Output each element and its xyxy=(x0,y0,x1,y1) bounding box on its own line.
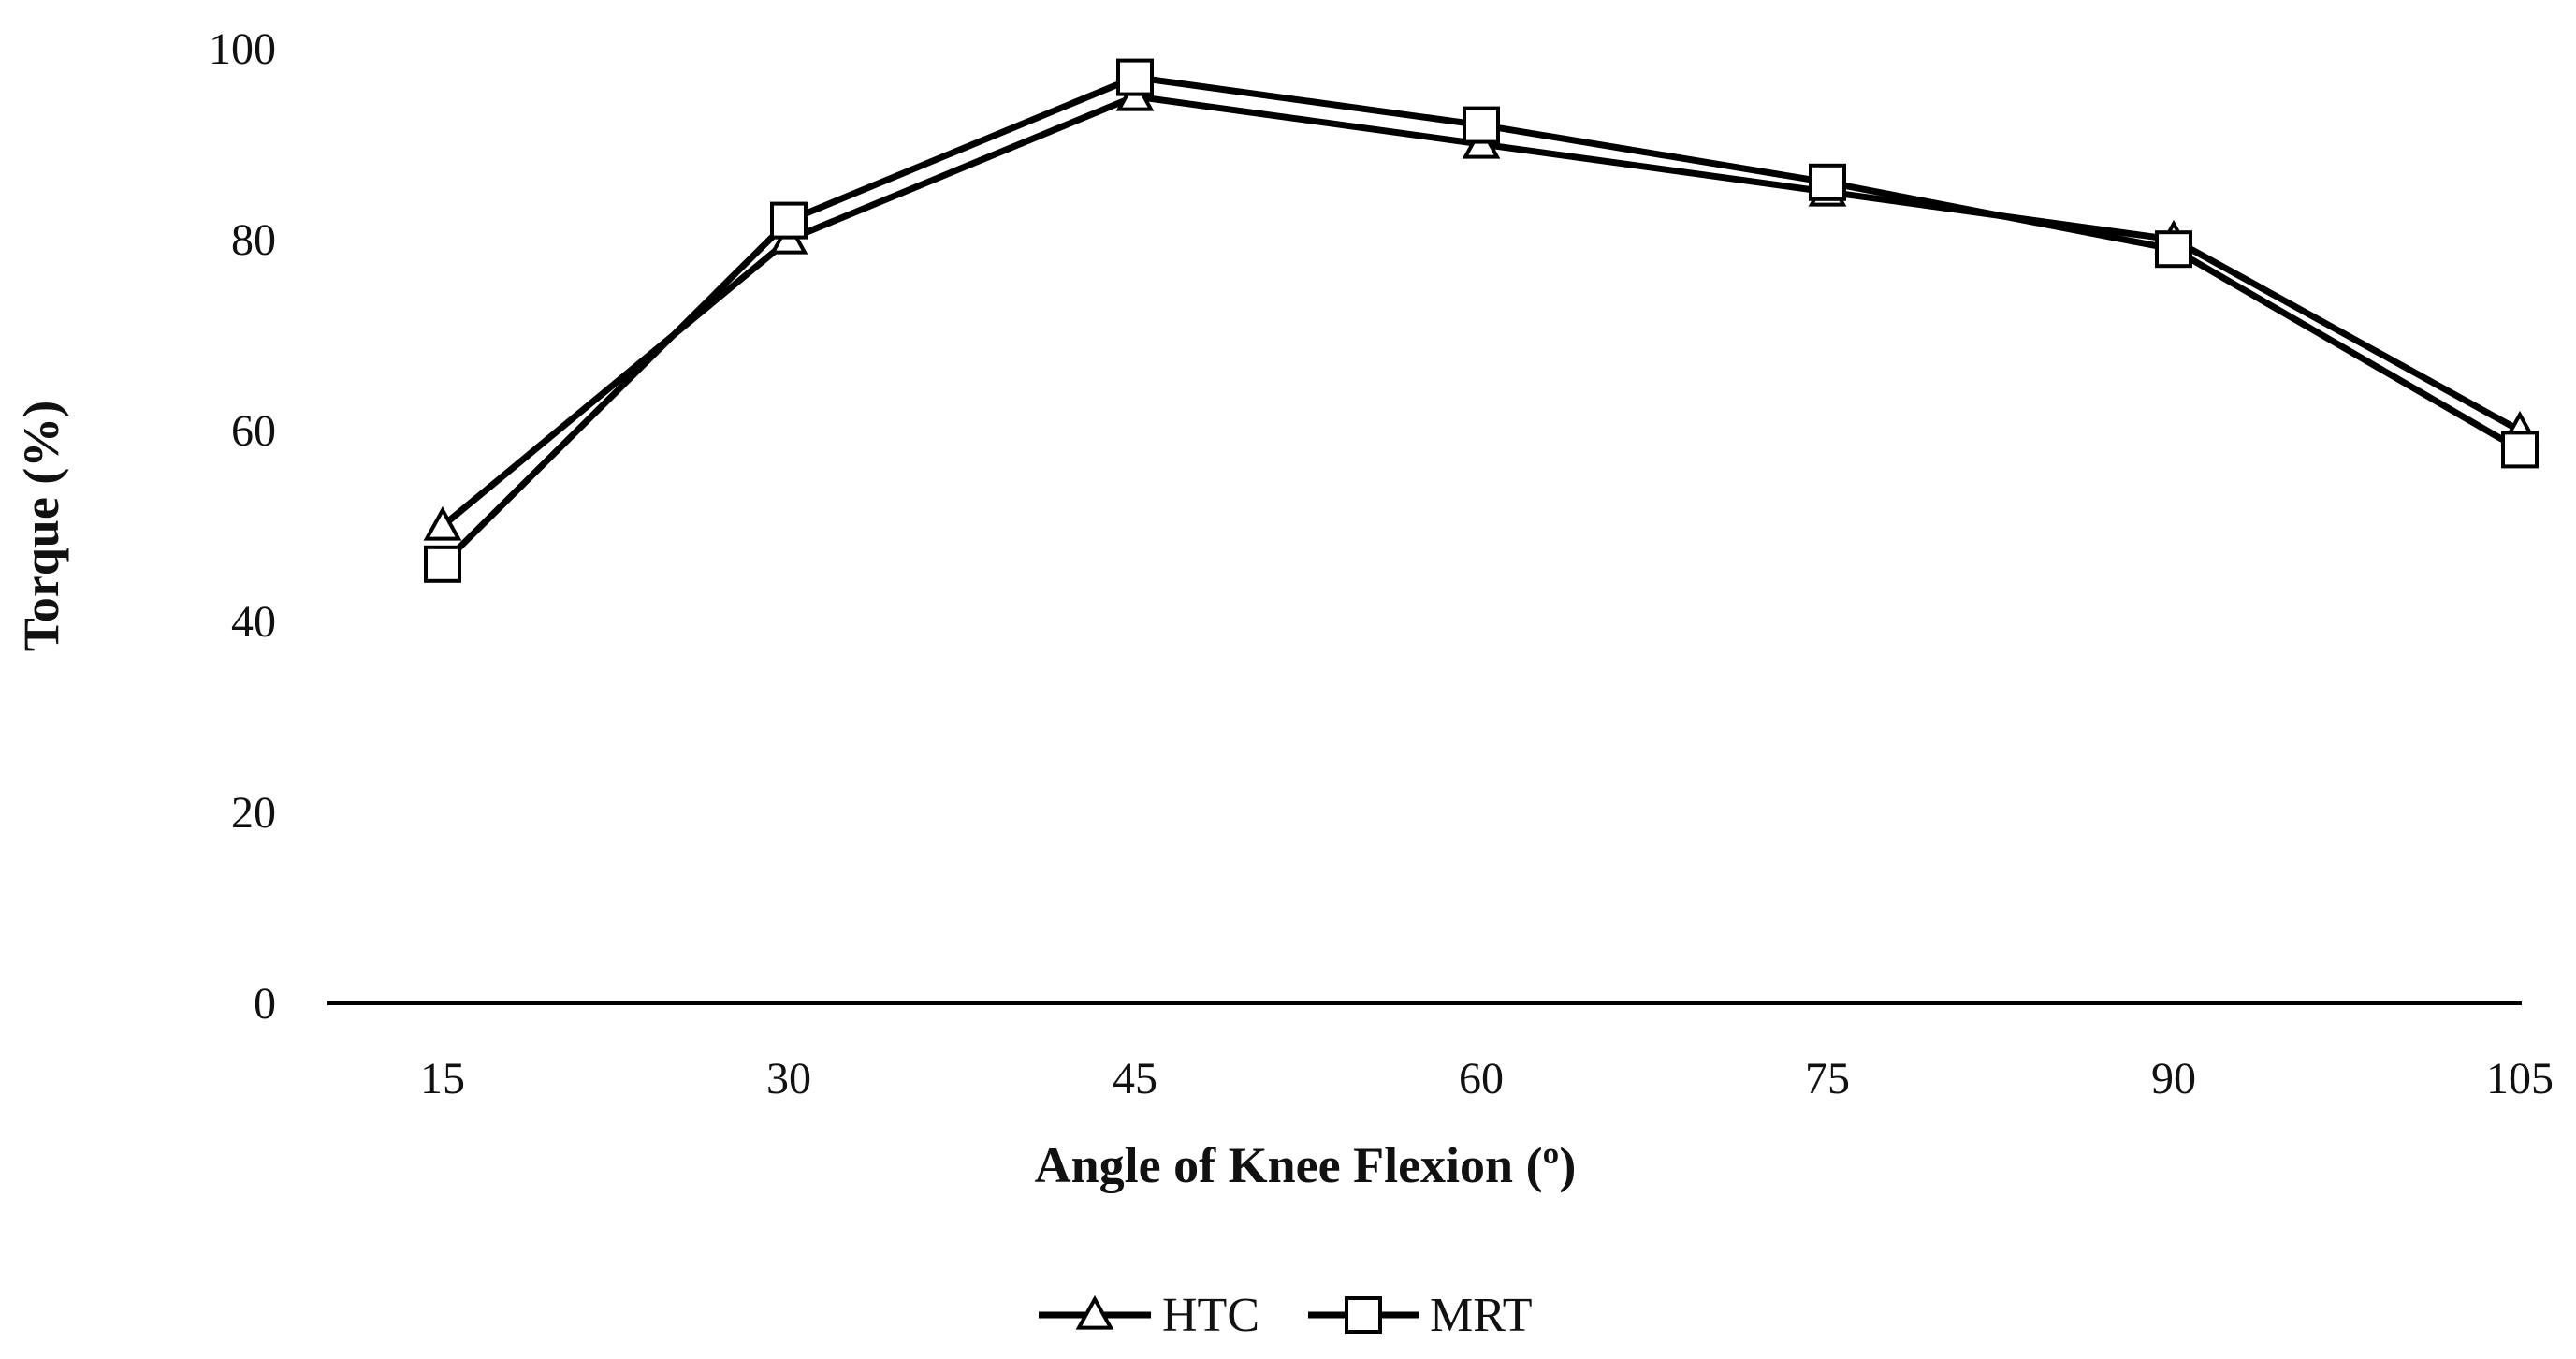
x-axis-ticks: 15 30 45 60 75 90 105 xyxy=(420,1054,2554,1103)
data-point-mrt xyxy=(424,545,461,583)
y-tick-label: 80 xyxy=(231,215,276,265)
legend-marker-htc xyxy=(1075,1294,1114,1330)
legend-item-htc: HTC xyxy=(1039,1289,1259,1342)
y-axis-ticks: 0 20 40 60 80 100 xyxy=(209,24,276,1029)
legend-marker-mrt xyxy=(1345,1296,1382,1334)
legend-label-htc: HTC xyxy=(1162,1289,1259,1342)
x-tick-label: 60 xyxy=(1459,1054,1504,1103)
x-tick-label: 45 xyxy=(1113,1054,1157,1103)
x-axis-title: Angle of Knee Flexion (º) xyxy=(1035,1137,1577,1193)
data-point-mrt xyxy=(770,201,808,240)
series-markers xyxy=(423,58,2540,583)
y-tick-label: 40 xyxy=(231,597,276,647)
data-point-mrt xyxy=(1463,106,1500,144)
x-tick-label: 75 xyxy=(1805,1054,1850,1103)
data-point-mrt xyxy=(1116,58,1154,96)
data-point-mrt xyxy=(1809,163,1846,201)
series-line-htc xyxy=(440,93,2522,529)
x-tick-label: 90 xyxy=(2151,1054,2196,1103)
y-tick-label: 20 xyxy=(231,788,276,838)
x-tick-label: 30 xyxy=(766,1054,811,1103)
legend-item-mrt: MRT xyxy=(1308,1289,1533,1342)
legend: HTC MRT xyxy=(1039,1289,1533,1342)
y-tick-label: 0 xyxy=(254,979,276,1029)
y-tick-label: 60 xyxy=(231,406,276,456)
data-point-mrt xyxy=(2501,431,2539,469)
x-tick-label: 15 xyxy=(420,1054,465,1103)
legend-label-mrt: MRT xyxy=(1430,1289,1533,1342)
data-point-htc xyxy=(423,505,462,541)
x-tick-label: 105 xyxy=(2486,1054,2554,1103)
y-axis-title: Torque (%) xyxy=(13,401,69,652)
data-point-mrt xyxy=(2155,230,2192,269)
y-tick-label: 100 xyxy=(209,24,276,74)
